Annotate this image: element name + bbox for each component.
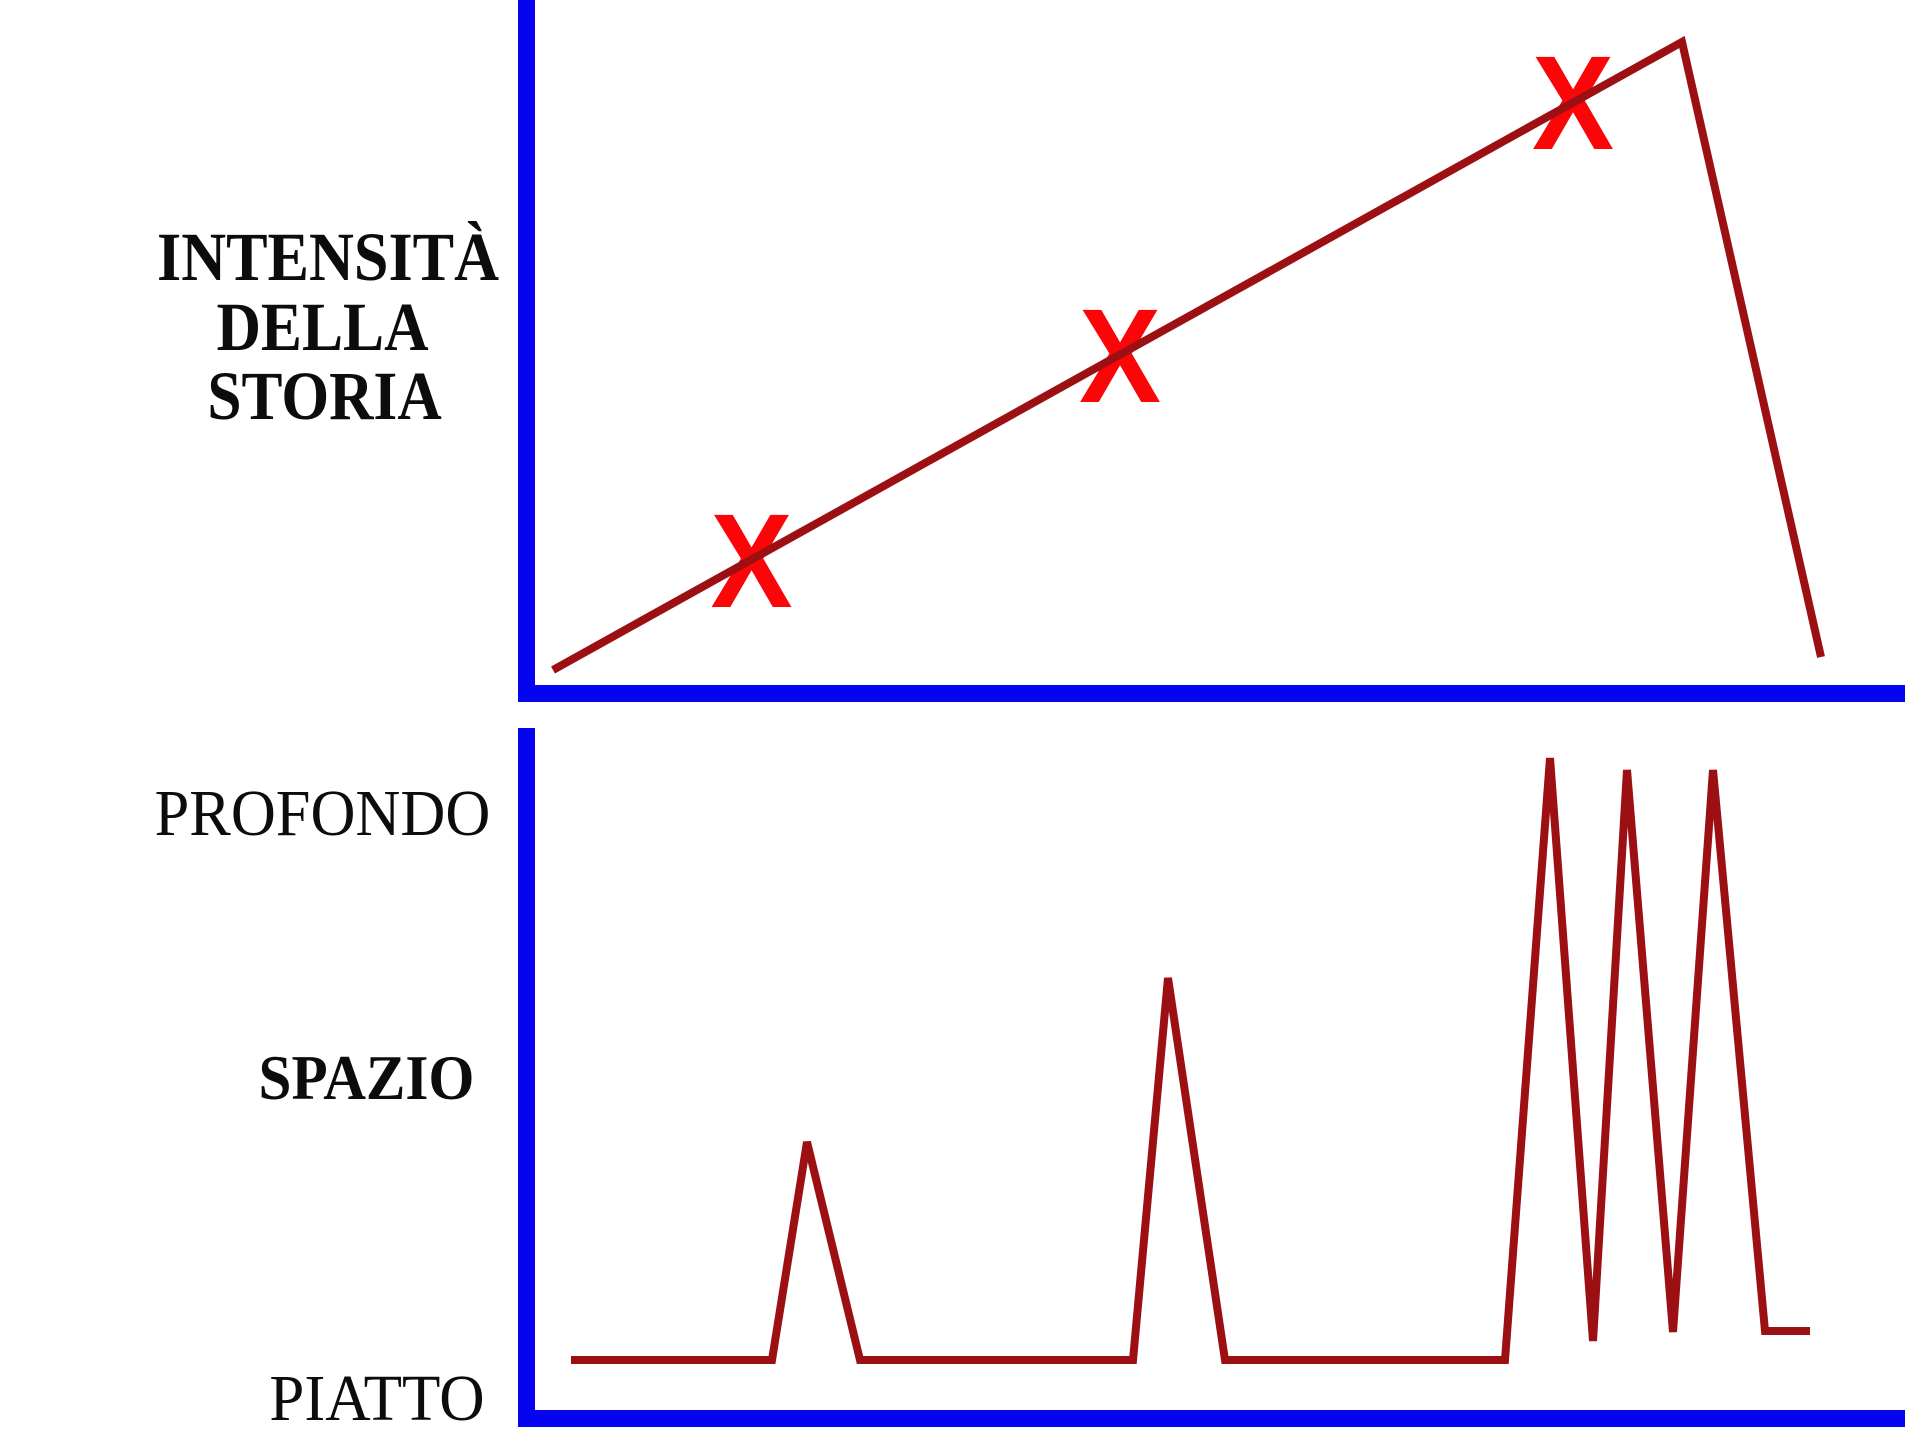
- svg-text:DELLA: DELLA: [216, 290, 428, 366]
- svg-text:PIATTO: PIATTO: [269, 1362, 484, 1434]
- svg-text:INTENSITÀ: INTENSITÀ: [157, 219, 499, 296]
- svg-text:PROFONDO: PROFONDO: [155, 777, 491, 850]
- svg-text:SPAZIO: SPAZIO: [259, 1043, 475, 1114]
- svg-text:STORIA: STORIA: [207, 359, 441, 435]
